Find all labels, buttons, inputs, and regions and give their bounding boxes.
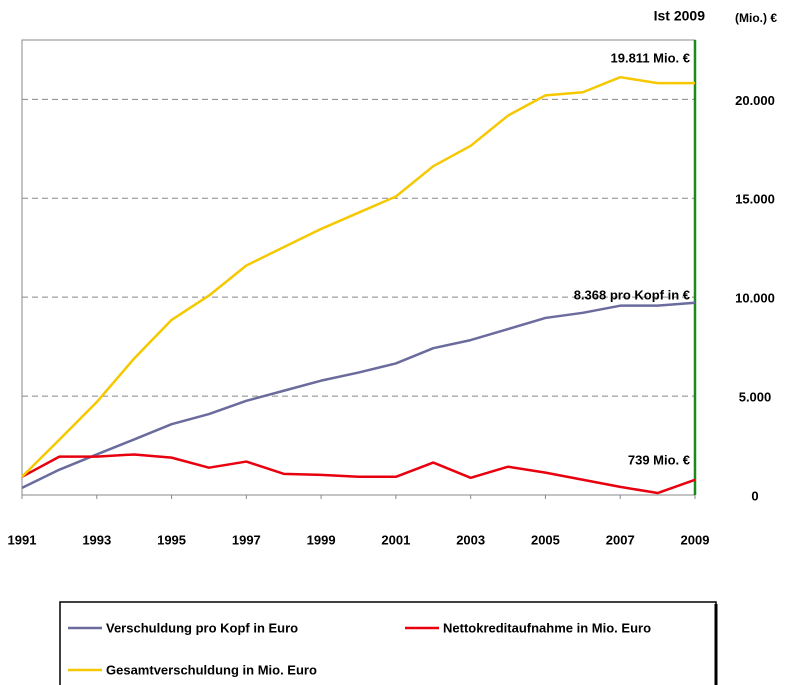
x-tick-label: 1999: [307, 532, 336, 547]
y-tick-label: 0: [751, 488, 758, 503]
y-tick-label: 15.000: [735, 192, 775, 207]
x-tick-label: 1995: [157, 532, 186, 547]
x-tick-label: 2001: [381, 532, 410, 547]
y-tick-label: 5.000: [739, 390, 772, 405]
legend-label: Gesamtverschuldung in Mio. Euro: [106, 662, 317, 677]
annotation: 19.811 Mio. €: [611, 50, 691, 65]
series-line: [21, 75, 695, 478]
y-tick-label: 10.000: [735, 291, 775, 306]
legend-label: Verschuldung pro Kopf in Euro: [106, 620, 298, 635]
x-tick-label: 2007: [606, 532, 635, 547]
annotation: (Mio.) €: [735, 11, 777, 25]
plot-frame: [21, 39, 696, 496]
x-tick-label: 1991: [8, 532, 37, 547]
annotation: 739 Mio. €: [628, 452, 690, 467]
legend-label: Nettokreditaufnahme in Mio. Euro: [443, 620, 651, 635]
x-tick-label: 2003: [456, 532, 485, 547]
legend-box: [59, 601, 717, 685]
x-tick-label: 2005: [531, 532, 560, 547]
x-tick-label: 1997: [232, 532, 261, 547]
annotation: Ist 2009: [654, 8, 706, 24]
y-tick-label: 20.000: [735, 93, 775, 108]
x-tick-label: 2009: [681, 532, 710, 547]
annotation: 8.368 pro Kopf in €: [574, 287, 690, 302]
series-line: [21, 301, 696, 490]
x-tick-label: 1993: [82, 532, 111, 547]
series-line: [21, 453, 696, 495]
